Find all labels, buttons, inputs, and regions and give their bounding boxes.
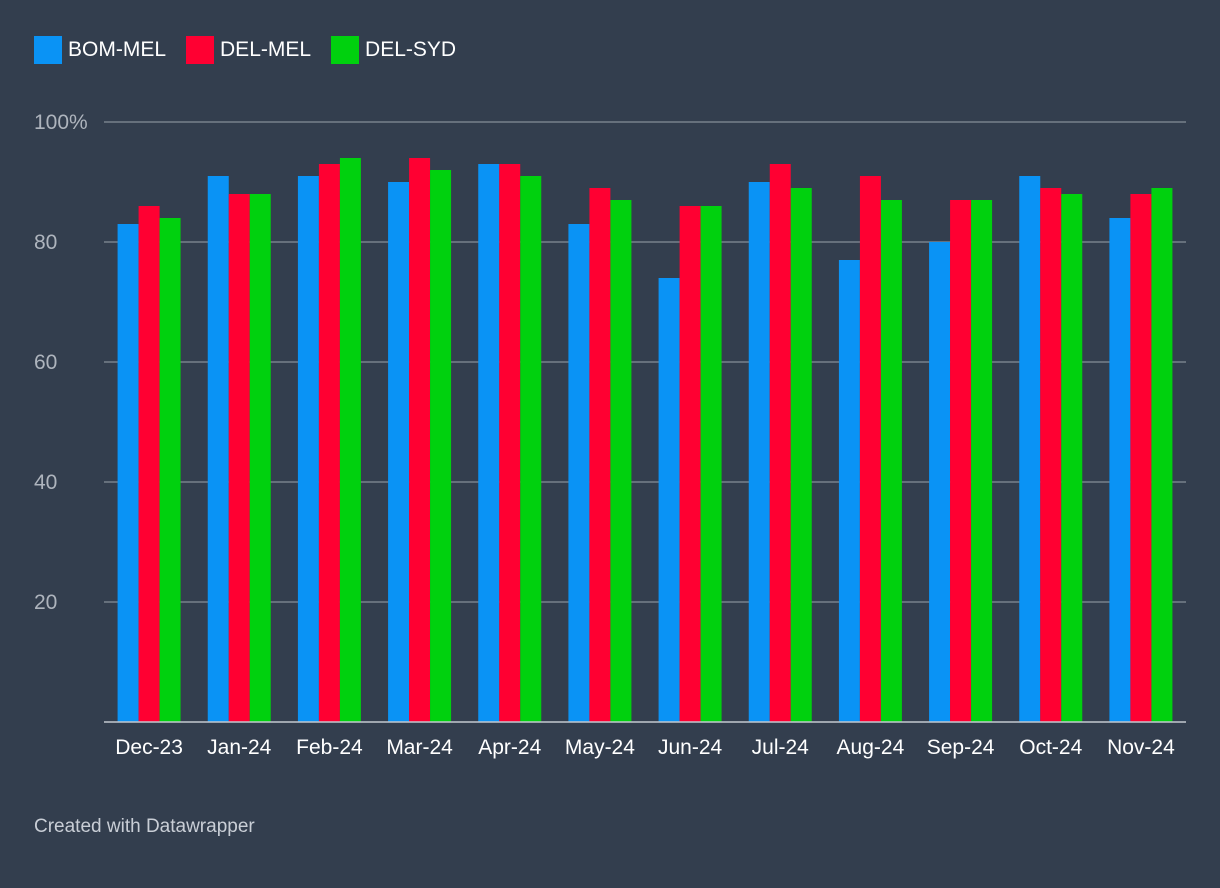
footer-credit: Created with Datawrapper	[34, 816, 255, 837]
y-tick-label: 80	[34, 231, 57, 254]
x-tick-label: Jul-24	[752, 736, 810, 759]
x-tick-label: Feb-24	[296, 736, 363, 759]
bar-del-syd	[1061, 194, 1083, 722]
bar-del-syd	[159, 218, 181, 722]
legend-swatch	[331, 36, 360, 64]
bar-bom-mel	[297, 176, 319, 722]
bar-bom-mel	[568, 224, 590, 722]
x-tick-label: Aug-24	[837, 736, 905, 759]
bar-del-syd	[339, 158, 361, 722]
bar-del-syd	[700, 206, 722, 722]
bar-bom-mel	[658, 278, 680, 722]
x-tick-label: Jun-24	[658, 736, 723, 759]
legend-item-del-syd: DEL-SYD	[331, 36, 456, 64]
legend-swatch	[186, 36, 215, 64]
bar-del-mel	[228, 194, 250, 722]
y-tick-label: 100%	[34, 111, 88, 134]
bar-bom-mel	[838, 260, 860, 722]
bar-del-syd	[971, 200, 993, 722]
x-tick-label: Oct-24	[1019, 736, 1082, 759]
bar-del-syd	[790, 188, 812, 722]
legend-swatch	[34, 36, 62, 64]
bar-del-mel	[499, 164, 521, 722]
legend-item-del-mel: DEL-MEL	[186, 36, 311, 64]
legend-label: BOM-MEL	[68, 38, 167, 61]
bar-del-mel	[138, 206, 160, 722]
bar-del-mel	[1130, 194, 1152, 722]
x-tick-label: Mar-24	[386, 736, 453, 759]
bar-del-mel	[679, 206, 701, 722]
legend-label: DEL-MEL	[220, 38, 312, 61]
chart-legend: BOM-MEL DEL-MEL DEL-SYD	[34, 36, 456, 64]
x-tick-label: Apr-24	[478, 736, 541, 759]
x-tick-label: May-24	[565, 736, 635, 759]
bar-del-syd	[520, 176, 542, 722]
bar-del-mel	[589, 188, 611, 722]
bar-bom-mel	[478, 164, 500, 722]
x-tick-label: Jan-24	[207, 736, 272, 759]
bar-bom-mel	[117, 224, 139, 722]
y-tick-label: 60	[34, 351, 57, 374]
bar-del-mel	[1040, 188, 1062, 722]
bar-del-mel	[950, 200, 972, 722]
bar-del-syd	[1151, 188, 1173, 722]
bar-bom-mel	[207, 176, 229, 722]
bar-del-mel	[318, 164, 340, 722]
bar-bom-mel	[388, 182, 410, 722]
bar-bom-mel	[1109, 218, 1131, 722]
bar-bom-mel	[929, 242, 951, 722]
y-tick-label: 40	[34, 471, 57, 494]
x-tick-label: Nov-24	[1107, 736, 1175, 759]
bar-bom-mel	[1019, 176, 1041, 722]
legend-label: DEL-SYD	[365, 38, 457, 61]
bar-del-mel	[769, 164, 791, 722]
legend-item-bom-mel: BOM-MEL	[34, 36, 166, 64]
bar-del-mel	[409, 158, 431, 722]
bar-del-syd	[249, 194, 271, 722]
y-tick-label: 20	[34, 591, 57, 614]
bar-del-mel	[859, 176, 881, 722]
x-tick-label: Sep-24	[927, 736, 995, 759]
bar-del-syd	[610, 200, 632, 722]
bar-bom-mel	[748, 182, 770, 722]
bar-del-syd	[880, 200, 902, 722]
x-tick-label: Dec-23	[115, 736, 183, 759]
bar-del-syd	[430, 170, 452, 722]
